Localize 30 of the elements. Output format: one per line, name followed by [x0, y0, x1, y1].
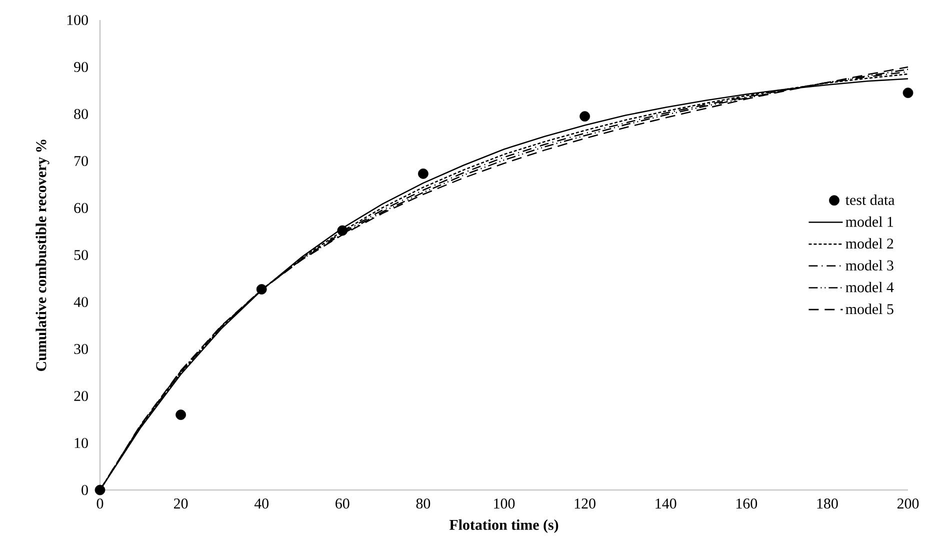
legend-label: test data: [846, 194, 895, 206]
x-tick-label: 140: [656, 498, 676, 509]
y-tick-label: 20: [74, 390, 88, 402]
x-tick-label: 60: [336, 498, 350, 509]
y-tick-label: 0: [82, 484, 88, 496]
legend-label: model 1: [846, 216, 894, 227]
y-tick-label: 50: [74, 250, 88, 260]
x-tick-label: 180: [817, 498, 838, 509]
y-tick-label: 100: [67, 14, 88, 26]
y-tick-label: 30: [74, 344, 88, 354]
legend-label: model 5: [846, 304, 894, 314]
y-tick-label: 10: [74, 438, 88, 448]
legend-label: model 4: [846, 282, 894, 292]
x-tick-label: 80: [416, 498, 430, 509]
legend-label: model 2: [846, 238, 894, 249]
x-tick-label: 160: [736, 498, 758, 509]
x-tick-label: 20: [174, 498, 188, 509]
legend-label: model 3: [846, 260, 894, 270]
x-tick-label: 120: [574, 498, 596, 509]
y-tick-label: 90: [74, 62, 88, 72]
y-tick-label: 70: [74, 156, 88, 166]
x-axis-title: Flotation time (s): [449, 519, 558, 533]
x-tick-label: 40: [254, 498, 269, 509]
x-tick-label: 200: [897, 498, 919, 509]
y-tick-label: 40: [74, 296, 88, 308]
y-tick-label: 80: [74, 108, 88, 120]
y-axis-title: Cumulative combustible recovery %: [36, 140, 50, 371]
x-tick-label: 0: [96, 498, 104, 509]
y-tick-label: 60: [74, 202, 88, 214]
x-tick-label: 100: [494, 498, 515, 509]
